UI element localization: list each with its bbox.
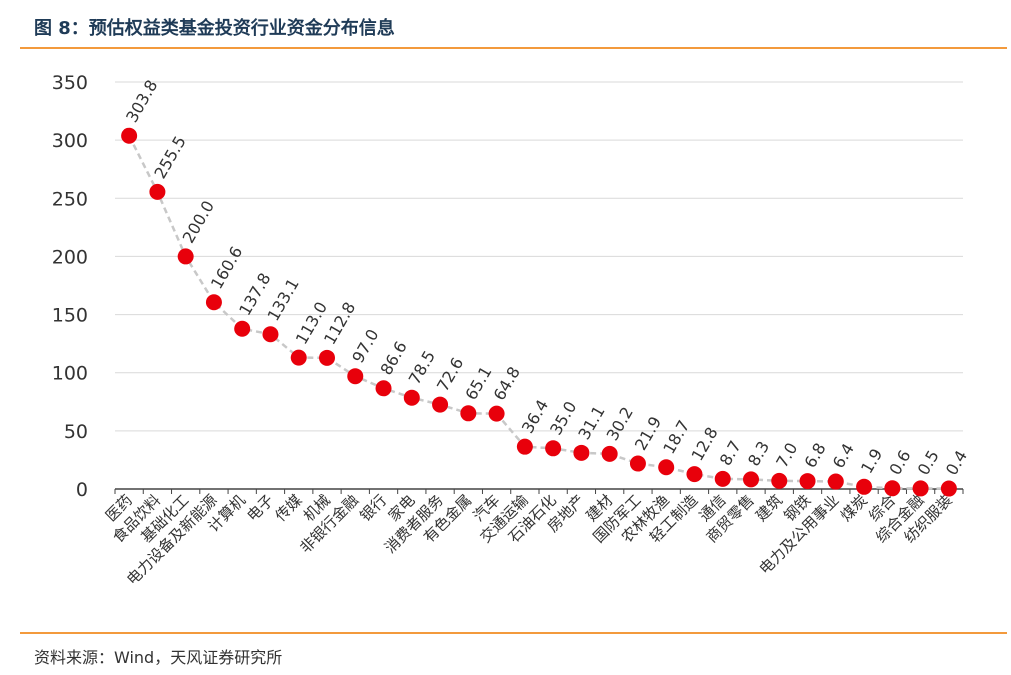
y-axis: 0 50 100 150 200 250 300 350 <box>52 72 88 501</box>
data-point <box>347 368 364 385</box>
data-point <box>319 349 335 366</box>
data-label: 1.9 <box>857 445 886 477</box>
data-point <box>149 183 166 200</box>
data-label: 8.3 <box>744 438 773 470</box>
data-label: 0.5 <box>914 447 943 479</box>
data-point <box>375 380 392 397</box>
data-label: 72.6 <box>433 354 467 394</box>
data-point <box>658 459 675 476</box>
x-tick-label: 传媒 <box>272 491 306 525</box>
data-point <box>799 473 816 490</box>
data-label: 8.7 <box>716 437 745 469</box>
data-point <box>686 466 703 483</box>
data-label: 64.8 <box>490 363 524 403</box>
data-point <box>856 478 873 495</box>
y-tick-label: 350 <box>52 72 88 94</box>
data-label: 97.0 <box>348 326 382 366</box>
y-tick-label: 300 <box>52 130 88 152</box>
y-tick-label: 50 <box>64 421 88 443</box>
bottom-divider <box>20 632 1007 634</box>
data-label: 200.0 <box>179 197 218 246</box>
data-point <box>827 473 844 490</box>
chart-canvas: 0 50 100 150 200 250 300 350 医药食品饮料基础化工电力设备及新能源… <box>52 72 971 589</box>
data-labels: 303.8255.5200.0160.6137.8133.1113.0112.8… <box>122 77 971 479</box>
data-point <box>573 444 590 461</box>
data-point <box>177 248 194 265</box>
x-axis: 医药食品饮料基础化工电力设备及新能源计算机电子传媒机械非银行金融银行家电消费者服… <box>102 488 964 589</box>
data-point <box>601 445 618 462</box>
y-tick-label: 200 <box>52 246 88 268</box>
data-point <box>714 470 731 487</box>
y-tick-label: 250 <box>52 188 88 210</box>
data-point <box>940 480 957 497</box>
data-label: 65.1 <box>461 363 495 403</box>
data-label: 6.4 <box>829 440 858 472</box>
data-series <box>121 127 957 497</box>
data-point <box>912 480 929 497</box>
data-point <box>262 326 279 343</box>
data-point <box>488 405 505 422</box>
data-point <box>205 294 222 311</box>
data-point <box>516 438 533 455</box>
gridlines <box>115 81 963 432</box>
data-point <box>234 320 251 337</box>
x-tick-label: 建筑 <box>752 491 786 525</box>
data-label: 7.0 <box>772 439 801 471</box>
data-label: 303.8 <box>122 77 161 126</box>
data-label: 160.6 <box>207 243 246 292</box>
chart-title: 图 8：预估权益类基金投资行业资金分布信息 <box>34 18 395 39</box>
data-point <box>460 405 477 422</box>
data-label: 0.6 <box>885 447 914 479</box>
data-point <box>771 472 788 489</box>
data-point <box>743 471 759 488</box>
data-label: 30.2 <box>603 404 637 444</box>
data-point <box>290 349 307 366</box>
top-divider <box>20 47 1007 49</box>
data-label: 6.8 <box>801 440 830 472</box>
data-point <box>884 480 901 497</box>
y-tick-label: 100 <box>52 363 88 385</box>
data-point <box>121 127 138 144</box>
data-point <box>432 396 449 413</box>
data-label: 0.4 <box>942 447 971 479</box>
source-note: 资料来源：Wind，天风证券研究所 <box>34 648 283 667</box>
y-tick-label: 0 <box>76 479 88 501</box>
y-tick-label: 150 <box>52 305 88 327</box>
x-tick-label: 电子 <box>243 491 277 525</box>
x-tick-label: 银行 <box>356 491 390 525</box>
data-point <box>545 440 562 457</box>
data-point <box>403 389 420 406</box>
data-point <box>629 455 646 472</box>
x-tick-label: 煤炭 <box>837 491 871 525</box>
